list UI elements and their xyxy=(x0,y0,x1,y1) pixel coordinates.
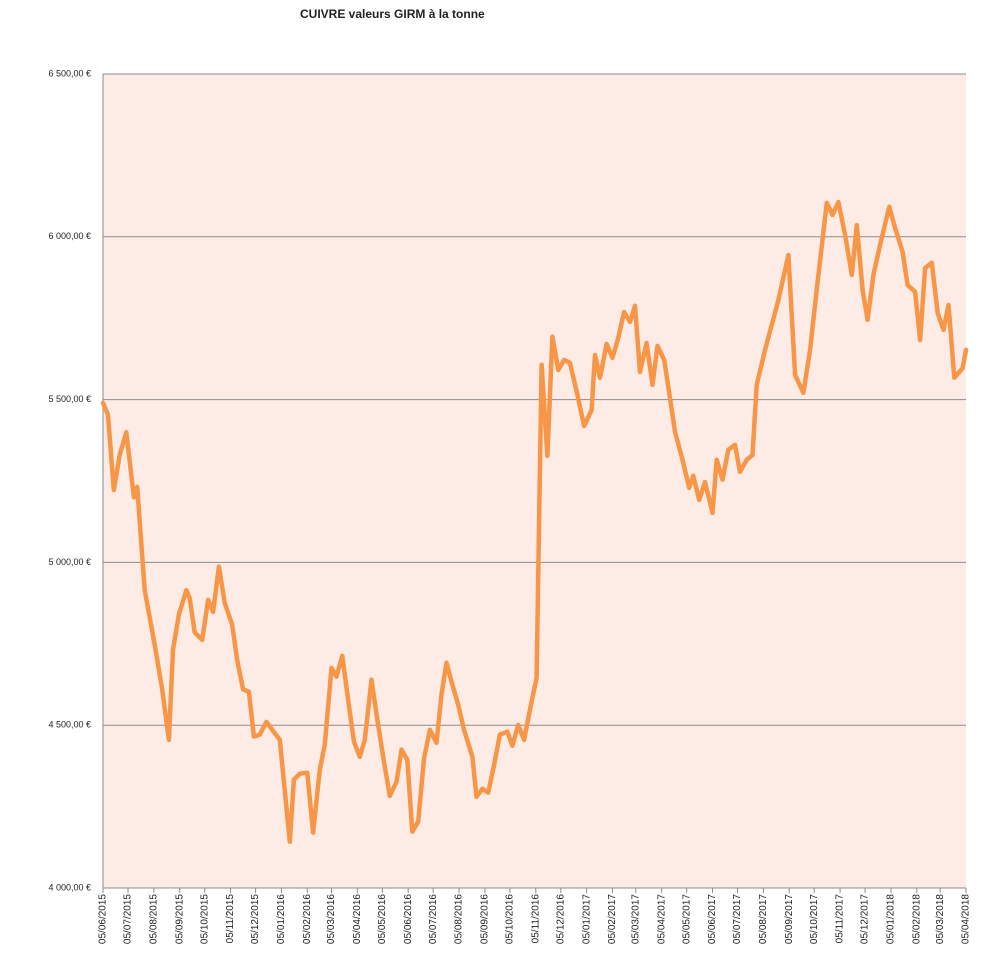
x-tick-label: 05/05/2016 xyxy=(377,894,388,944)
y-tick-label: 4 000,00 € xyxy=(48,882,91,892)
x-tick-label: 05/04/2017 xyxy=(656,894,667,944)
x-tick-label: 05/09/2015 xyxy=(174,894,185,944)
x-tick-label: 05/02/2017 xyxy=(607,894,618,944)
y-tick-label: 4 500,00 € xyxy=(48,720,91,730)
x-tick-label: 05/12/2015 xyxy=(250,894,261,944)
x-tick-label: 05/03/2018 xyxy=(935,894,946,944)
x-tick-label: 05/09/2017 xyxy=(784,894,795,944)
plot-area xyxy=(103,74,966,888)
chart-title: CUIVRE valeurs GIRM à la tonne xyxy=(300,7,485,21)
x-tick-label: 05/03/2017 xyxy=(630,894,641,944)
x-tick-label: 05/11/2015 xyxy=(225,894,236,944)
x-tick-label: 05/06/2015 xyxy=(98,894,109,944)
x-tick-label: 05/07/2015 xyxy=(123,894,134,944)
x-tick-label: 05/01/2016 xyxy=(276,894,287,944)
x-tick-label: 05/08/2016 xyxy=(454,894,465,944)
x-tick-label: 05/04/2018 xyxy=(961,894,972,944)
x-tick-label: 05/10/2017 xyxy=(809,894,820,944)
x-tick-label: 05/11/2016 xyxy=(530,894,541,944)
x-tick-label: 05/02/2018 xyxy=(911,894,922,944)
x-tick-label: 05/01/2017 xyxy=(581,894,592,944)
x-tick-label: 05/03/2016 xyxy=(326,894,337,944)
x-tick-label: 05/07/2016 xyxy=(428,894,439,944)
y-tick-label: 6 500,00 € xyxy=(48,68,91,78)
x-tick-label: 05/06/2016 xyxy=(403,894,414,944)
x-tick-label: 05/01/2018 xyxy=(886,894,897,944)
x-tick-label: 05/06/2017 xyxy=(707,894,718,944)
price-line xyxy=(100,199,969,845)
y-tick-label: 5 000,00 € xyxy=(48,557,91,567)
x-tick-label: 05/09/2016 xyxy=(480,894,491,944)
x-tick-label: 05/11/2017 xyxy=(835,894,846,944)
x-tick-label: 05/10/2015 xyxy=(199,894,210,944)
x-tick-label: 05/10/2016 xyxy=(505,894,516,944)
x-tick-label: 05/05/2017 xyxy=(681,894,692,944)
x-tick-label: 05/04/2016 xyxy=(352,894,363,944)
x-tick-label: 05/08/2015 xyxy=(149,894,160,944)
x-tick-label: 05/02/2016 xyxy=(302,894,313,944)
x-tick-label: 05/12/2016 xyxy=(555,894,566,944)
y-tick-label: 5 500,00 € xyxy=(48,394,91,404)
x-tick-label: 05/12/2017 xyxy=(860,894,871,944)
x-tick-label: 05/08/2017 xyxy=(758,894,769,944)
x-tick-label: 05/07/2017 xyxy=(732,894,743,944)
y-tick-label: 6 000,00 € xyxy=(48,231,91,241)
